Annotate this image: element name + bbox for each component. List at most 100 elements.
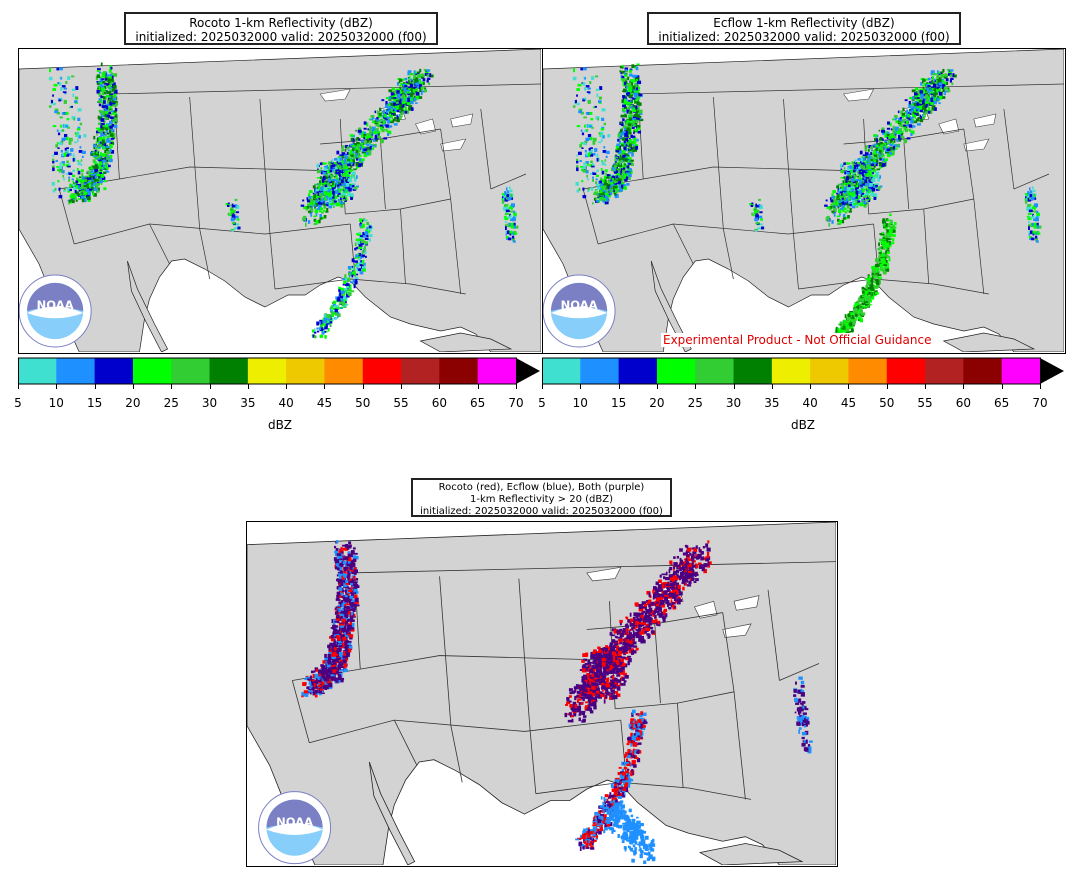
ecflow-subtitle: initialized: 2025032000 valid: 202503200… [658, 30, 950, 44]
noaa-logo-text: NOAA [37, 298, 74, 312]
colorbar-tick-label: 30 [725, 396, 742, 410]
colorbar-tick-mark [733, 384, 735, 389]
colorbar-segment [362, 358, 402, 384]
colorbar-tick-mark [171, 384, 173, 389]
noaa-logo: NOAA [543, 274, 616, 348]
colorbar-segment [286, 358, 325, 384]
colorbar-segment [618, 358, 658, 384]
rocoto-title: Rocoto 1-km Reflectivity (dBZ) [189, 16, 373, 30]
colorbar-segment [247, 358, 287, 384]
land-mass [247, 522, 836, 865]
colorbar-tick-label: 10 [572, 396, 588, 410]
colorbar-tick-mark [542, 384, 543, 389]
colorbar-tick-mark [477, 384, 479, 389]
colorbar-tick-mark [439, 384, 441, 389]
diff-subtitle: 1-km Reflectivity > 20 (dBZ) [469, 494, 614, 505]
colorbar-right-unit: dBZ [790, 418, 816, 432]
colorbar-segment [580, 358, 620, 384]
colorbar-segment [477, 358, 517, 384]
colorbar-left-unit: dBZ [267, 418, 293, 432]
colorbar-tick-label: 70 [1032, 396, 1048, 410]
radar-echoes [301, 540, 813, 864]
colorbar-segment [771, 358, 811, 384]
colorbar-segment [171, 358, 211, 384]
state-borders [291, 561, 836, 800]
diff-valid: initialized: 2025032000 valid: 202503200… [420, 506, 663, 517]
colorbar-tick-label: 5 [14, 396, 22, 410]
colorbar-tick-mark [1001, 384, 1003, 389]
colorbar-tick-mark [401, 384, 403, 389]
colorbar-tick-mark [925, 384, 927, 389]
colorbar-segment [324, 358, 364, 384]
colorbar-tick-mark [286, 384, 288, 389]
colorbar-tick-label: 45 [840, 396, 857, 410]
colorbar-tick-mark [580, 384, 582, 389]
colorbar-tick-mark [695, 384, 697, 389]
colorbar-segment [439, 358, 479, 384]
colorbar-tick-label: 15 [86, 396, 103, 410]
colorbar-extend-arrow [1040, 358, 1064, 384]
colorbar-segment [848, 358, 888, 384]
colorbar-tick-label: 40 [278, 396, 294, 410]
colorbar-segment [886, 358, 926, 384]
colorbar-extend-arrow [516, 358, 540, 384]
colorbar-tick-label: 25 [163, 396, 179, 410]
rocoto-subtitle: initialized: 2025032000 valid: 202503200… [135, 30, 427, 44]
colorbar-tick-label: 10 [48, 396, 64, 410]
colorbar-segment [18, 358, 57, 384]
noaa-logo: NOAA [19, 274, 92, 348]
colorbar-tick-mark [771, 384, 773, 389]
colorbar-tick-label: 15 [610, 396, 627, 410]
colorbar-tick-mark [963, 384, 965, 389]
ecflow-title: Ecflow 1-km Reflectivity (dBZ) [713, 16, 895, 30]
colorbar-segment [209, 358, 249, 384]
colorbar-tick-mark [362, 384, 364, 389]
colorbar-tick-label: 70 [508, 396, 524, 410]
colorbar-segment [733, 358, 773, 384]
colorbar-tick-mark [247, 384, 249, 389]
colorbar-tick-mark [18, 384, 19, 389]
colorbar-tick-mark [209, 384, 211, 389]
colorbar-segment [810, 358, 849, 384]
rocoto-title-box: Rocoto 1-km Reflectivity (dBZ) initializ… [124, 12, 438, 45]
colorbar-tick-mark [1040, 384, 1041, 389]
colorbar-tick-mark [132, 384, 134, 389]
colorbar-tick-label: 30 [201, 396, 218, 410]
ecflow-title-box: Ecflow 1-km Reflectivity (dBZ) initializ… [647, 12, 961, 45]
colorbar-tick-label: 55 [917, 396, 933, 410]
colorbar-segment [94, 358, 134, 384]
colorbar-segment [695, 358, 735, 384]
land-mass [19, 49, 541, 352]
colorbar-tick-label: 20 [125, 396, 141, 410]
noaa-logo-text: NOAA [561, 298, 598, 312]
colorbar-segment [56, 358, 96, 384]
colorbar-tick-label: 25 [687, 396, 703, 410]
colorbar-tick-label: 5 [538, 396, 546, 410]
colorbar-segment [542, 358, 581, 384]
diff-title: Rocoto (red), Ecflow (blue), Both (purpl… [438, 482, 645, 493]
colorbar-tick-label: 50 [879, 396, 895, 410]
colorbar-tick-mark [848, 384, 850, 389]
colorbar-tick-mark [324, 384, 326, 389]
colorbar-tick-mark [56, 384, 58, 389]
colorbar-tick-label: 35 [764, 396, 780, 410]
colorbar-tick-mark [94, 384, 96, 389]
colorbar-tick-mark [618, 384, 620, 389]
rocoto-map: NOAA [18, 48, 543, 354]
colorbar-tick-label: 60 [955, 396, 972, 410]
colorbar-tick-label: 20 [649, 396, 665, 410]
colorbar-segment [132, 358, 172, 384]
colorbar-segment [656, 358, 696, 384]
diff-title-box: Rocoto (red), Ecflow (blue), Both (purpl… [411, 478, 672, 517]
noaa-logo-text: NOAA [276, 815, 313, 829]
diff-map: NOAA [246, 521, 838, 867]
ecflow-map: NOAA [542, 48, 1066, 354]
radar-echoes [48, 62, 519, 339]
colorbar-tick-label: 55 [393, 396, 409, 410]
colorbar-right [542, 356, 1072, 392]
colorbar-tick-label: 65 [994, 396, 1010, 410]
colorbar-tick-label: 45 [316, 396, 333, 410]
colorbar-tick-mark [516, 384, 517, 389]
colorbar-tick-mark [810, 384, 812, 389]
radar-echoes [572, 63, 1042, 341]
